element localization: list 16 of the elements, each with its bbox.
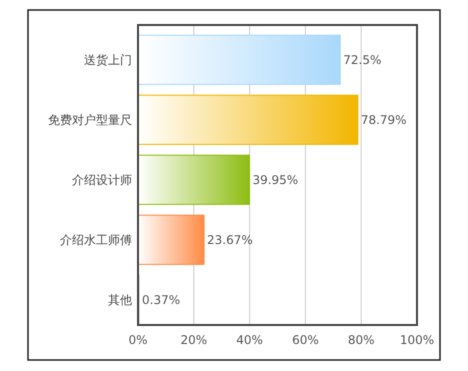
data-label: 39.95% [252, 172, 298, 187]
x-tick-label: 80% [348, 333, 375, 347]
x-tick-label: 0% [128, 333, 148, 347]
data-label: 0.37% [142, 292, 180, 307]
data-label: 23.67% [207, 232, 253, 247]
y-tick-label: 免费对户型量尺 [48, 112, 132, 127]
y-tick-label: 送货上门 [84, 52, 132, 67]
x-tick-label: 100% [400, 333, 434, 347]
y-tick-label: 介绍设计师 [72, 172, 132, 187]
x-tick-label: 20% [180, 333, 208, 347]
y-tick-label: 介绍水工师傅 [60, 232, 132, 247]
data-label: 78.79% [360, 112, 407, 127]
data-label: 72.5% [343, 52, 382, 67]
x-tick-label: 60% [292, 333, 319, 347]
x-tick-label: 40% [236, 333, 263, 347]
y-tick-label: 其他 [108, 292, 132, 307]
